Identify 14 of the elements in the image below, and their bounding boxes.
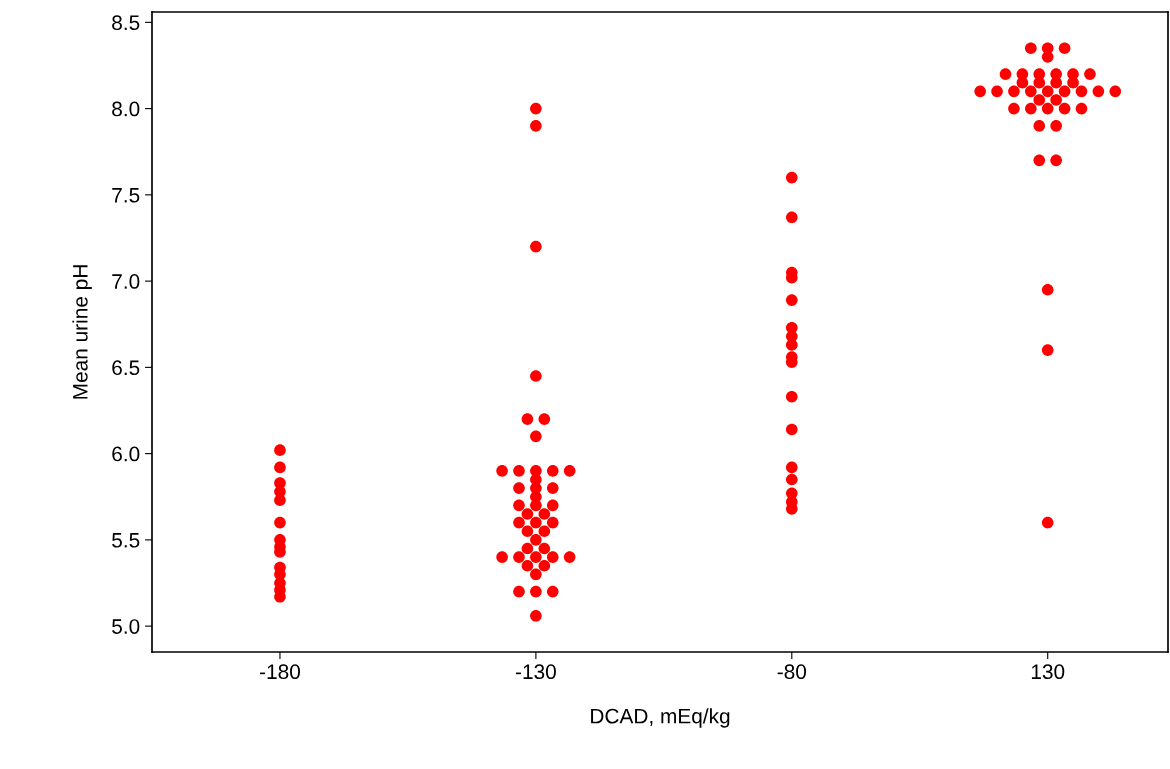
y-tick-label: 8.0: [112, 101, 140, 117]
y-axis-title: Mean urine pH: [72, 265, 92, 399]
y-tick-label: 7.5: [112, 188, 140, 203]
y-tick-label: 5.0: [112, 619, 140, 634]
x-tick-label: 130: [1031, 664, 1065, 680]
x-axis-title: DCAD, mEq/kg: [591, 708, 730, 728]
x-tick-label: -180: [260, 664, 300, 680]
x-tick-label: -130: [515, 664, 556, 680]
y-tick-label: 8.5: [112, 15, 140, 31]
x-tick-label: -80: [777, 664, 807, 680]
y-tick-label: 5.5: [112, 533, 140, 548]
y-tick-label: 6.5: [112, 360, 140, 376]
y-tick-label: 6.0: [112, 446, 140, 462]
y-tick-label: 7.0: [112, 274, 140, 289]
